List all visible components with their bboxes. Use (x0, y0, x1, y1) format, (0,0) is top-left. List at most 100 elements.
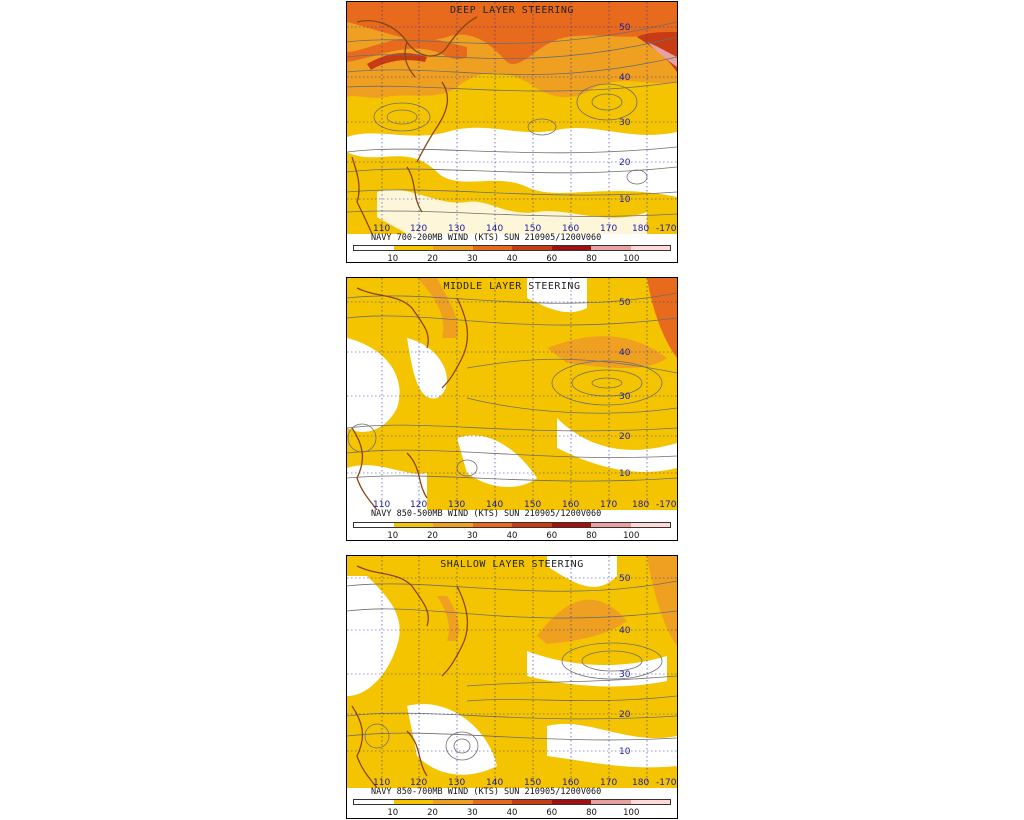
colorbar (353, 245, 671, 251)
lon-label: 140 (486, 224, 503, 234)
lat-label: 30 (619, 670, 631, 680)
lon-label: 140 (486, 500, 503, 510)
lon-label: 160 (562, 778, 579, 788)
colorbar-swatch (630, 800, 670, 804)
colorbar-swatch (551, 800, 591, 804)
colorbar-swatch (354, 800, 394, 804)
colorbar-tick-label: 10 (387, 254, 399, 264)
colorbar-tick-label: 30 (466, 808, 478, 818)
lat-label: 50 (619, 298, 631, 308)
colorbar-tick-label: 60 (546, 531, 558, 541)
colorbar-swatch (393, 800, 433, 804)
lat-label: 50 (619, 574, 631, 584)
colorbar-tick-label: 20 (427, 531, 438, 541)
lon-label: 180 (632, 224, 649, 234)
colorbar-tick-label: 30 (466, 531, 478, 541)
colorbar-ticks: 10 20 30 40 60 80 100 (347, 254, 679, 266)
colorbar-swatch (354, 523, 394, 527)
colorbar-tick-label: 10 (387, 808, 399, 818)
panel-title: SHALLOW LAYER STEERING (440, 559, 584, 570)
lon-label: 170 (600, 778, 617, 788)
lon-label: 150 (524, 224, 541, 234)
lon-label: 180 (632, 500, 649, 510)
colorbar-swatch (591, 246, 631, 250)
colorbar-swatch (472, 800, 512, 804)
colorbar-swatch (512, 246, 552, 250)
lon-label: 170 (600, 500, 617, 510)
colorbar-swatch (591, 800, 631, 804)
lat-label: 20 (619, 432, 631, 442)
lon-label: 130 (448, 224, 465, 234)
lon-label: 170 (600, 224, 617, 234)
lon-label: 130 (448, 778, 465, 788)
colorbar-swatch (393, 523, 433, 527)
colorbar-swatch (472, 523, 512, 527)
panel-title: MIDDLE LAYER STEERING (443, 281, 581, 292)
lat-label: 10 (619, 747, 631, 757)
lon-label: -170 (656, 500, 677, 510)
colorbar-tick-label: 40 (506, 808, 518, 818)
deep-layer-panel: 50 40 30 20 10 110 120 130 140 150 160 1… (346, 1, 679, 266)
colorbar-swatch (630, 246, 670, 250)
middle-layer-map: 50 40 30 20 10 110 120 130 140 150 160 1… (347, 278, 677, 510)
lat-label: 10 (619, 469, 631, 479)
colorbar-tick-label: 100 (623, 808, 640, 818)
colorbar-swatch (354, 246, 394, 250)
colorbar-tick-label: 40 (506, 531, 518, 541)
shallow-layer-panel: 50 40 30 20 10 110 120 130 140 150 160 1… (346, 555, 678, 819)
colorbar-swatch (551, 246, 591, 250)
deep-layer-map: 50 40 30 20 10 110 120 130 140 150 160 1… (347, 2, 677, 234)
lon-label: 150 (524, 778, 541, 788)
colorbar-swatch (591, 523, 631, 527)
colorbar-tick-label: 60 (546, 254, 558, 264)
lat-label: 40 (619, 626, 631, 636)
colorbar-swatch (433, 523, 473, 527)
colorbar-tick-label: 30 (466, 254, 478, 264)
colorbar-swatch (630, 523, 670, 527)
lon-label: 160 (562, 500, 579, 510)
lon-label: 180 (632, 778, 649, 788)
lon-label: 110 (373, 500, 390, 510)
panel-footer: NAVY 850-500MB WIND (KTS) SUN 210905/120… (371, 509, 602, 519)
colorbar-tick-label: 80 (586, 254, 597, 264)
lon-label: 160 (562, 224, 579, 234)
colorbar-swatch (512, 800, 552, 804)
colorbar (353, 799, 671, 805)
colorbar-tick-label: 80 (586, 808, 597, 818)
lat-label: 20 (619, 710, 631, 720)
panel-title: DEEP LAYER STEERING (450, 5, 574, 16)
panel-footer: NAVY 850-700MB WIND (KTS) SUN 210905/120… (371, 787, 602, 797)
colorbar-tick-label: 80 (586, 531, 597, 541)
colorbar-tick-label: 20 (427, 808, 438, 818)
lat-label: 40 (619, 73, 631, 83)
lat-label: 30 (619, 392, 631, 402)
lat-label: 20 (619, 158, 631, 168)
colorbar-tick-label: 40 (506, 254, 518, 264)
colorbar-tick-label: 100 (623, 254, 640, 264)
lon-label: 130 (448, 500, 465, 510)
colorbar-swatch (551, 523, 591, 527)
lat-label: 40 (619, 348, 631, 358)
lat-label: 50 (619, 23, 631, 33)
shallow-layer-map: 50 40 30 20 10 110 120 130 140 150 160 1… (347, 556, 677, 788)
colorbar-tick-label: 10 (387, 531, 399, 541)
colorbar-ticks: 10 20 30 40 60 80 100 (347, 531, 679, 543)
colorbar-swatch (393, 246, 433, 250)
colorbar-swatch (512, 523, 552, 527)
lon-label: 110 (373, 778, 390, 788)
panel-footer: NAVY 700-200MB WIND (KTS) SUN 210905/120… (371, 233, 602, 243)
colorbar-swatch (433, 800, 473, 804)
lon-label: 140 (486, 778, 503, 788)
colorbar-swatch (472, 246, 512, 250)
colorbar-tick-label: 20 (427, 254, 438, 264)
colorbar (353, 522, 671, 528)
colorbar-swatch (433, 246, 473, 250)
lon-label: 120 (410, 778, 427, 788)
colorbar-tick-label: 100 (623, 531, 640, 541)
lon-label: -170 (656, 778, 677, 788)
lon-label: 120 (410, 500, 427, 510)
middle-layer-panel: 50 40 30 20 10 110 120 130 140 150 160 1… (346, 277, 678, 541)
colorbar-tick-label: 60 (546, 808, 558, 818)
lat-label: 30 (619, 118, 631, 128)
lon-label: 150 (524, 500, 541, 510)
